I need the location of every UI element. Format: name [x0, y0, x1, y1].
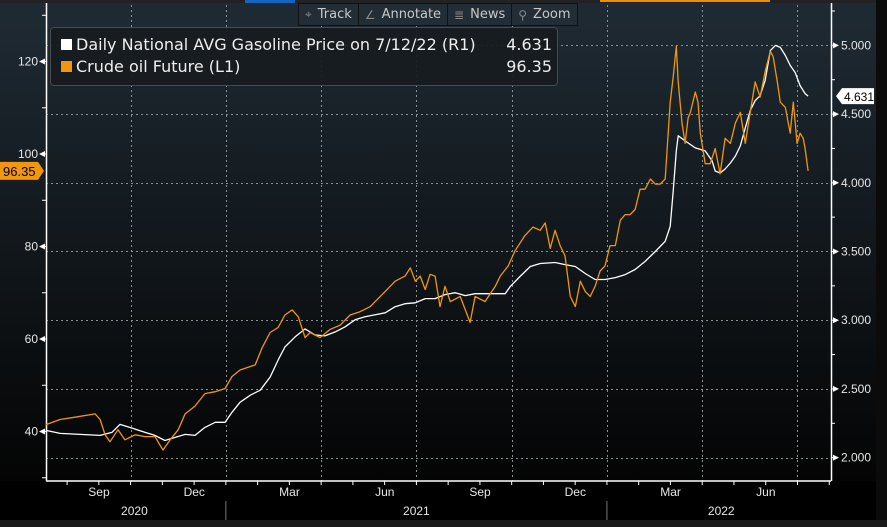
right-tick-label: 3.000 — [841, 313, 871, 327]
right-tick-arrow-icon — [833, 248, 839, 255]
left-tick-label: 40 — [25, 425, 39, 439]
chart-toolbar: ⌖ Track ∠ Annotate ≣ News ⚲ Zoom — [298, 3, 578, 26]
left-tick-arrow-icon — [39, 243, 45, 250]
x-month-label: Mar — [279, 485, 300, 499]
left-tick-arrow-icon — [39, 428, 45, 435]
x-month-label: Dec — [184, 485, 205, 499]
zoom-button[interactable]: ⚲ Zoom — [512, 4, 577, 25]
legend-item-crude[interactable]: Crude oil Future (L1) 96.35 — [61, 57, 552, 76]
last-value-tag-left — [0, 161, 44, 180]
right-border — [876, 0, 887, 520]
tab-indicator-orange[interactable] — [600, 0, 770, 2]
legend-swatch-orange — [61, 61, 72, 72]
legend-value: 4.631 — [506, 35, 552, 54]
right-tick-label: 4.500 — [841, 107, 871, 121]
x-year-label: 2021 — [403, 504, 430, 518]
right-tick-label: 2.000 — [841, 451, 871, 465]
legend-item-gasoline[interactable]: Daily National AVG Gasoline Price on 7/1… — [61, 35, 552, 54]
active-tab-indicator[interactable] — [245, 0, 295, 3]
right-tick-label: 4.000 — [841, 176, 871, 190]
right-tick-label: 3.500 — [841, 244, 871, 258]
pencil-icon: ∠ — [364, 7, 376, 22]
legend-swatch-white — [61, 39, 72, 50]
track-label: Track — [317, 7, 352, 22]
legend-label: Daily National AVG Gasoline Price on 7/1… — [76, 35, 476, 54]
magnifier-icon: ⚲ — [518, 7, 528, 22]
right-tick-arrow-icon — [833, 179, 839, 186]
right-tick-label: 5.000 — [841, 38, 871, 52]
right-tick-arrow-icon — [833, 385, 839, 392]
news-label: News — [470, 7, 506, 22]
last-value-tag-right — [836, 88, 874, 105]
news-icon: ≣ — [454, 7, 465, 22]
top-strip — [0, 0, 887, 3]
x-month-label: Jun — [375, 485, 394, 499]
right-tick-arrow-icon — [833, 317, 839, 324]
legend-value: 96.35 — [506, 57, 552, 76]
x-month-label: Sep — [88, 485, 110, 499]
right-tick-arrow-icon — [833, 454, 839, 461]
annotate-button[interactable]: ∠ Annotate — [358, 4, 449, 25]
news-button[interactable]: ≣ News — [448, 4, 513, 25]
x-month-label: Dec — [565, 485, 586, 499]
x-year-label: 2022 — [708, 504, 735, 518]
left-tick-arrow-icon — [39, 58, 45, 65]
last-value-left: 96.35 — [3, 164, 36, 179]
x-month-label: Sep — [469, 485, 491, 499]
axis-labels: 40 60 80 100 120 2.000 2.500 3.000 3.500 4.000 4.5… — [0, 38, 874, 518]
x-month-label: Jun — [756, 485, 775, 499]
last-value-right: 4.631 — [844, 90, 874, 104]
track-button[interactable]: ⌖ Track — [299, 4, 359, 25]
left-tick-arrow-icon — [39, 336, 45, 343]
chart-legend: Daily National AVG Gasoline Price on 7/1… — [50, 27, 558, 86]
axes — [42, 0, 835, 521]
crude-oil-line — [45, 45, 809, 451]
legend-label: Crude oil Future (L1) — [76, 57, 241, 76]
zoom-label: Zoom — [533, 7, 571, 22]
series-lines — [45, 44, 809, 451]
crosshair-icon: ⌖ — [305, 7, 312, 21]
bottom-bar — [0, 520, 887, 527]
right-tick-arrow-icon — [833, 111, 839, 118]
left-tick-label: 100 — [18, 147, 38, 161]
x-year-label: 2020 — [121, 504, 148, 518]
left-tick-label: 60 — [25, 332, 39, 346]
x-month-label: Mar — [660, 485, 681, 499]
left-tick-label: 80 — [25, 240, 39, 254]
left-tick-label: 120 — [18, 55, 38, 69]
right-tick-label: 2.500 — [841, 382, 871, 396]
left-tick-arrow-icon — [39, 151, 45, 158]
annotate-label: Annotate — [381, 7, 442, 22]
gasoline-price-line — [45, 44, 809, 442]
right-tick-arrow-icon — [833, 42, 839, 49]
